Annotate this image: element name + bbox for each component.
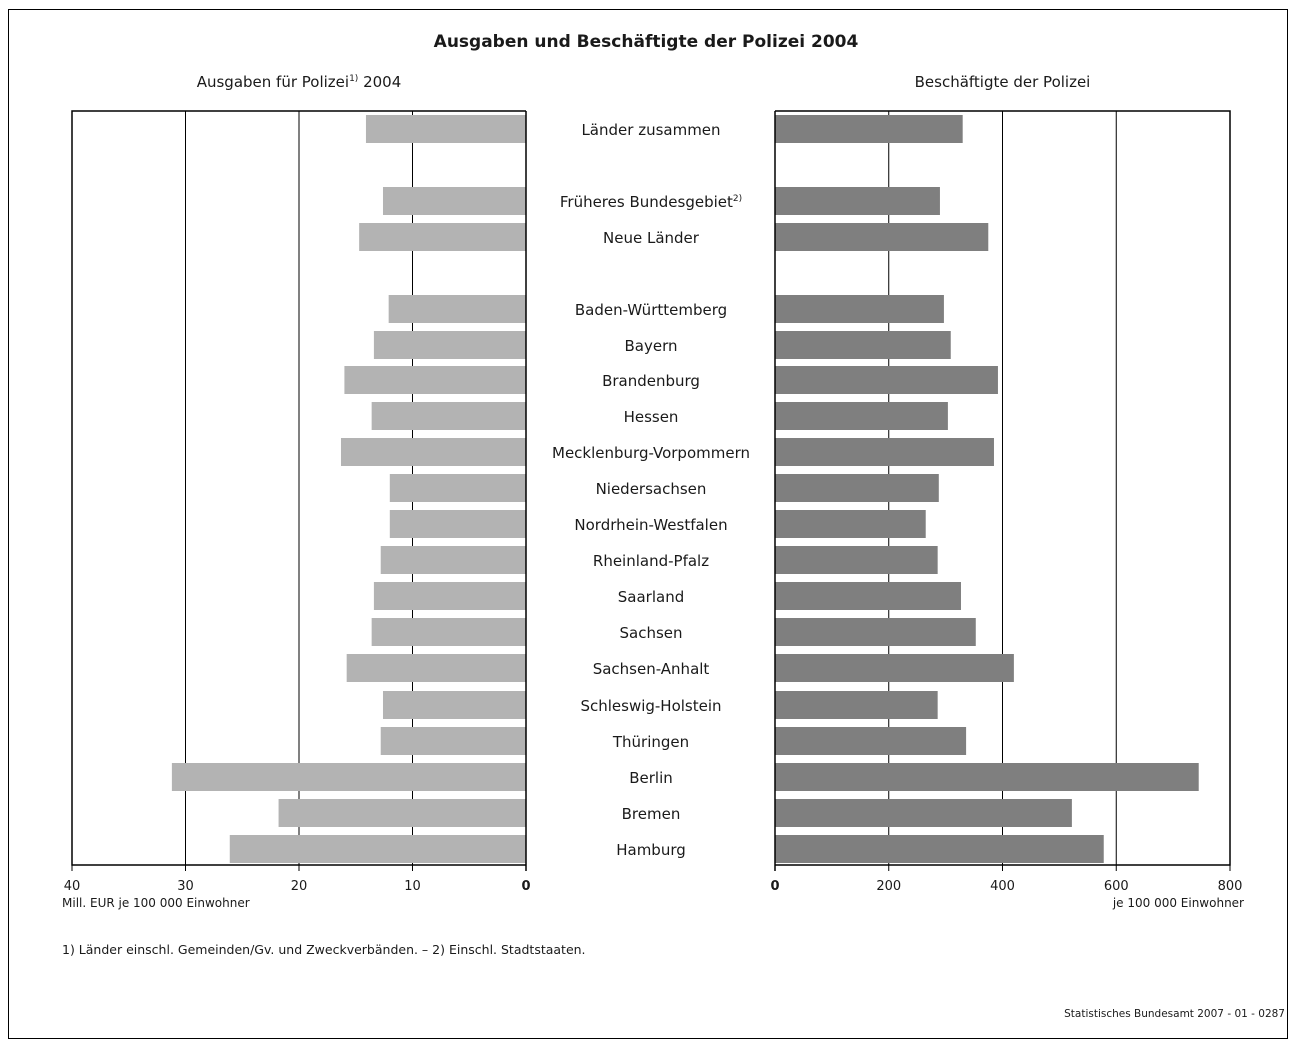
right-panel-title: Beschäftigte der Polizei — [914, 73, 1091, 91]
left-bar — [373, 331, 526, 359]
category-label: Bayern — [625, 337, 678, 355]
left-tick-label: 20 — [291, 879, 308, 894]
category-label: Thüringen — [612, 733, 689, 751]
category-label: Nordrhein-Westfalen — [574, 516, 727, 534]
right-bar — [775, 187, 940, 215]
category-label: Berlin — [629, 769, 673, 787]
right-bar — [775, 295, 944, 323]
category-label: Früheres Bundesgebiet2) — [560, 193, 742, 211]
right-bar — [775, 546, 938, 574]
left-bar — [344, 366, 526, 394]
category-label: Rheinland-Pfalz — [593, 552, 709, 570]
left-tick-label: 10 — [404, 879, 421, 894]
left-bar — [380, 546, 526, 574]
right-tick-label: 600 — [1104, 879, 1129, 894]
right-tick-label: 0 — [770, 879, 779, 894]
left-axis-unit: Mill. EUR je 100 000 Einwohner — [62, 896, 250, 910]
right-axis-unit: je 100 000 Einwohner — [1112, 896, 1244, 910]
left-tick-label: 0 — [521, 879, 530, 894]
right-bar — [775, 474, 939, 502]
left-panel-title: Ausgaben für Polizei1) 2004 — [72, 73, 526, 91]
left-bar — [340, 438, 526, 466]
left-panel-title-main: Ausgaben für Polizei — [196, 73, 350, 91]
right-bar — [775, 618, 976, 646]
category-label: Sachsen — [619, 624, 682, 642]
category-footnote-mark: 2) — [733, 194, 742, 204]
category-label: Hamburg — [616, 841, 686, 859]
chart-title: Ausgaben und Beschäftigte der Polizei 20… — [433, 32, 859, 52]
right-bar — [775, 366, 998, 394]
category-label: Mecklenburg-Vorpommern — [552, 444, 750, 462]
left-bar — [359, 223, 526, 251]
left-bar — [382, 187, 526, 215]
left-bar — [382, 691, 526, 719]
category-label: Schleswig-Holstein — [580, 697, 721, 715]
left-panel-title-year: 2004 — [358, 73, 402, 91]
right-tick-label: 800 — [1218, 879, 1243, 894]
category-label: Neue Länder — [603, 229, 700, 247]
right-bar — [775, 402, 948, 430]
left-bar — [346, 654, 526, 682]
right-bar — [775, 691, 938, 719]
left-bar — [371, 618, 526, 646]
right-bar — [775, 223, 989, 251]
right-bar — [775, 438, 994, 466]
right-bar — [775, 727, 967, 755]
category-label: Niedersachsen — [596, 480, 707, 498]
right-bar — [775, 582, 961, 610]
category-label: Länder zusammen — [581, 121, 720, 139]
left-tick-label: 30 — [177, 879, 194, 894]
left-bar — [380, 727, 526, 755]
category-label: Saarland — [618, 588, 684, 606]
category-label: Brandenburg — [602, 372, 700, 390]
left-tick-label: 40 — [64, 879, 81, 894]
left-bar — [365, 115, 526, 143]
left-bar — [389, 510, 526, 538]
left-bar — [389, 474, 526, 502]
category-label: Sachsen-Anhalt — [593, 660, 710, 678]
left-bar — [371, 402, 526, 430]
left-bar — [229, 835, 526, 863]
category-label: Bremen — [622, 805, 681, 823]
right-bar — [775, 654, 1014, 682]
source-note: Statistisches Bundesamt 2007 - 01 - 0287 — [1064, 1008, 1285, 1020]
right-bar — [775, 799, 1072, 827]
right-bar — [775, 835, 1104, 863]
category-label: Hessen — [624, 408, 679, 426]
left-panel-title-footnote-mark: 1) — [349, 74, 359, 84]
right-tick-label: 200 — [876, 879, 901, 894]
right-bar — [775, 115, 963, 143]
category-label: Baden-Württemberg — [575, 301, 727, 319]
right-bar — [775, 510, 926, 538]
right-tick-label: 400 — [990, 879, 1015, 894]
left-bar — [278, 799, 526, 827]
footnote: 1) Länder einschl. Gemeinden/Gv. und Zwe… — [62, 942, 586, 957]
left-bar — [373, 582, 526, 610]
right-bar — [775, 331, 951, 359]
right-bar — [775, 763, 1199, 791]
left-bar — [388, 295, 526, 323]
left-bar — [171, 763, 526, 791]
